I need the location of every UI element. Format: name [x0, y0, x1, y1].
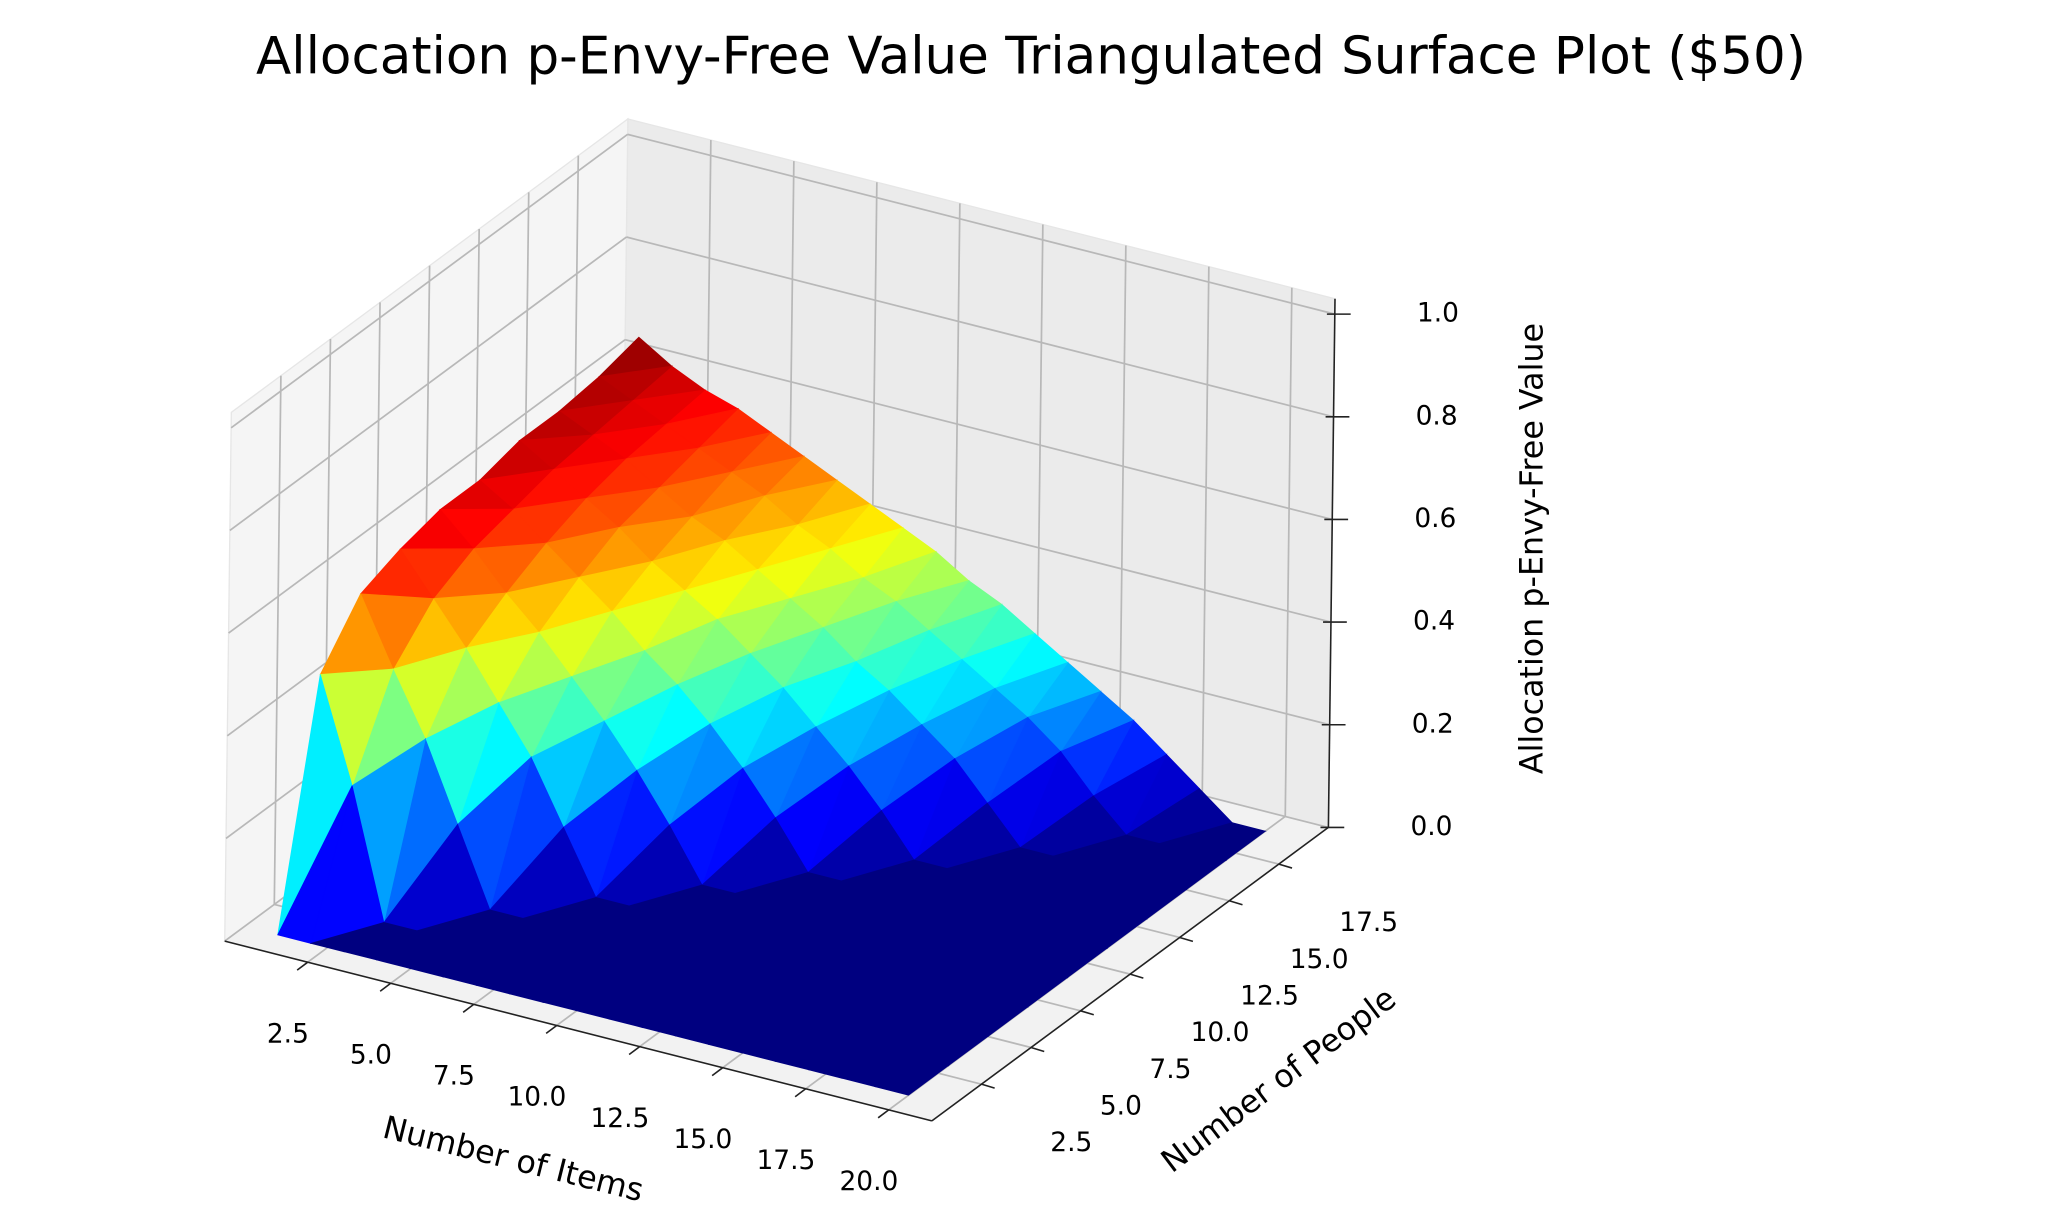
x-tick-label: 12.5	[590, 1103, 649, 1134]
z-tick-label: 0.8	[1416, 400, 1458, 431]
x-tick	[545, 1024, 558, 1035]
z-tick-label: 0.2	[1412, 708, 1454, 739]
y-tick	[981, 1083, 995, 1089]
surface-triangle	[309, 922, 385, 953]
x-tick	[462, 1003, 475, 1013]
y-tick-label: 2.5	[1050, 1127, 1092, 1158]
surface-triangle	[840, 1057, 916, 1088]
y-tick	[1278, 863, 1293, 869]
grid-line	[627, 133, 1336, 315]
surface-triangle	[707, 1023, 783, 1054]
x-tick-label: 2.5	[267, 1018, 309, 1049]
y-tick-label: 17.5	[1339, 907, 1398, 938]
z-tick-label: 0.0	[1410, 811, 1452, 842]
y-tick-label: 12.5	[1240, 980, 1299, 1011]
z-tick-label: 1.0	[1417, 298, 1459, 329]
surface-triangle	[409, 947, 484, 978]
grid-line	[1118, 245, 1127, 775]
surface-triangle	[541, 981, 617, 1012]
x-tick	[296, 961, 309, 971]
x-tick	[794, 1088, 807, 1098]
y-tick-label: 15.0	[1290, 944, 1349, 975]
surface-triangle	[277, 785, 353, 944]
x-tick-label: 10.0	[507, 1082, 566, 1113]
x-tick-label: 7.5	[433, 1061, 475, 1092]
x-tick	[628, 1045, 641, 1056]
y-tick-label: 7.5	[1149, 1054, 1191, 1085]
x-tick-label: 17.5	[756, 1145, 815, 1176]
x-axis-line	[224, 940, 933, 1122]
surface-triangle	[508, 972, 584, 1003]
z-axis-line	[1327, 298, 1336, 828]
surface-triangle	[873, 1065, 949, 1096]
grid-line	[1201, 266, 1210, 796]
surface-triangle	[774, 1040, 849, 1071]
y-tick-label: 10.0	[1191, 1017, 1250, 1048]
grid-line	[229, 236, 627, 532]
y-tick	[1179, 936, 1194, 943]
surface-triangle	[575, 989, 650, 1020]
x-tick-label: 5.0	[350, 1039, 392, 1070]
x-tick	[711, 1067, 724, 1077]
x-tick-label: 15.0	[673, 1124, 732, 1155]
grid-line	[1284, 287, 1293, 817]
surface-triangle	[342, 930, 418, 961]
y-tick-label: 5.0	[1100, 1090, 1142, 1121]
x-tick	[877, 1109, 890, 1119]
x-tick	[379, 982, 392, 992]
surface-triangle	[641, 1006, 716, 1037]
surface-triangle	[442, 955, 517, 986]
surface-triangle	[807, 1048, 883, 1079]
grid-line	[626, 236, 1334, 418]
y-tick	[1229, 900, 1243, 906]
z-axis-label: Allocation p-Envy-Free Value	[1514, 323, 1550, 774]
surface-triangle	[674, 1014, 750, 1046]
y-tick	[1129, 973, 1144, 979]
grid-line	[228, 338, 626, 634]
surface-triangle	[741, 1031, 816, 1062]
z-tick-label: 0.4	[1413, 606, 1455, 637]
y-tick	[1030, 1046, 1045, 1053]
surface-triangle	[608, 997, 683, 1029]
x-tick-label: 20.0	[839, 1166, 898, 1197]
grid-line	[273, 375, 282, 905]
surface-triangle	[375, 938, 451, 970]
surface-triangle	[475, 964, 550, 995]
chart-title: Allocation p-Envy-Free Value Triangulate…	[256, 26, 1806, 86]
grid-line	[624, 338, 1333, 521]
grid-line	[230, 133, 629, 429]
y-tick	[1080, 1010, 1095, 1016]
z-tick-label: 0.6	[1414, 503, 1456, 534]
